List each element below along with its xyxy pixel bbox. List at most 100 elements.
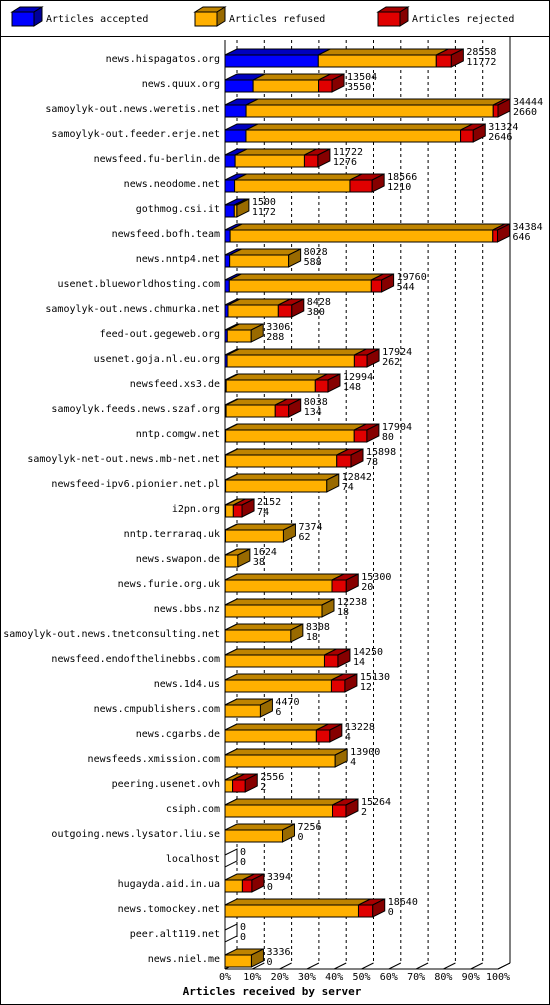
accepted-label: 0	[388, 907, 394, 918]
total-label: 17924	[382, 347, 412, 358]
bar-top-face	[224, 573, 345, 581]
category-label: news.tomockey.net	[118, 904, 220, 915]
bar-segment	[232, 779, 246, 793]
bar-segment	[357, 904, 374, 918]
accepted-label: 11772	[466, 57, 496, 68]
bar-top-face	[224, 598, 335, 606]
bar-side-face	[259, 698, 273, 718]
bar-side-face	[237, 548, 251, 568]
bar-segment	[224, 529, 284, 543]
total-label: 7374	[298, 522, 322, 533]
accepted-label: 148	[343, 382, 361, 393]
accepted-label: 6	[275, 707, 281, 718]
category-label: localhost	[166, 854, 220, 865]
total-label: 34384	[513, 222, 543, 233]
bar-top-face	[229, 273, 384, 281]
bar-segment	[224, 54, 319, 68]
accepted-label: 2660	[513, 107, 537, 118]
x-axis-label: Articles received by server	[183, 985, 362, 998]
x-tick-label: 60%	[380, 972, 398, 983]
bar-side-face	[371, 173, 385, 193]
bar-side-face	[366, 423, 380, 443]
accepted-label: 544	[397, 282, 415, 293]
bar-side-face	[450, 48, 464, 68]
bar-side-face	[345, 798, 359, 818]
bar-side-face	[337, 648, 351, 668]
total-label: 11722	[333, 147, 363, 158]
bar-segment	[460, 129, 474, 143]
bar-top-face	[224, 898, 371, 906]
bar-segment	[336, 454, 352, 468]
bar-top-face	[229, 223, 505, 231]
bar-segment	[234, 179, 351, 193]
tick-mark	[497, 962, 511, 970]
accepted-label: 2	[260, 782, 266, 793]
x-tick-label: 10%	[243, 972, 261, 983]
bar-segment	[435, 54, 452, 68]
accepted-label: 262	[382, 357, 400, 368]
accepted-label: 12	[360, 682, 372, 693]
bar-segment	[224, 779, 234, 793]
accepted-label: 2	[361, 807, 367, 818]
total-label: 1500	[252, 197, 276, 208]
bar-segment	[315, 729, 331, 743]
legend-label: Articles accepted	[46, 14, 148, 25]
category-label: news.cgarbs.de	[136, 729, 220, 740]
tick-mark	[361, 962, 374, 970]
accepted-label: 74	[342, 482, 354, 493]
total-label: 15898	[366, 447, 396, 458]
bar-segment	[234, 154, 305, 168]
category-label: gothmog.csi.it	[136, 204, 220, 215]
accepted-label: 4	[345, 732, 351, 743]
bar-segment	[224, 754, 336, 768]
bar-top-face	[224, 673, 344, 681]
accepted-label: 2646	[488, 132, 512, 143]
x-tick-label: 90%	[462, 972, 480, 983]
category-label: samoylyk-out.news.chmurka.net	[45, 304, 220, 315]
category-label: i2pn.org	[172, 504, 220, 515]
bar-top-face	[245, 98, 506, 106]
bar-segment	[225, 479, 328, 493]
total-label: 8308	[306, 622, 330, 633]
bar-side-face	[236, 198, 250, 218]
category-label: news.furie.org.uk	[118, 579, 220, 590]
bar-top-face	[224, 748, 348, 756]
category-label: samoylyk.feeds.news.szaf.org	[51, 404, 220, 415]
category-label: newsfeed-ipv6.pionier.net.pl	[51, 479, 220, 490]
bar-top-face	[225, 448, 349, 456]
bar-segment	[224, 904, 359, 918]
bar-top-face	[224, 623, 304, 631]
accepted-label: 74	[257, 507, 269, 518]
bar-side-face	[250, 323, 264, 343]
bar-top-face	[224, 798, 345, 806]
bar-side-face	[326, 473, 340, 493]
accepted-label: 20	[361, 582, 373, 593]
x-tick-label: 0%	[219, 972, 231, 983]
accepted-label: 38	[253, 557, 265, 568]
bar-segment	[225, 454, 338, 468]
category-label: samoylyk-net-out.news.mb-net.net	[27, 454, 220, 465]
category-label: nntp.terraraq.uk	[124, 529, 220, 540]
bar-segment	[224, 704, 261, 718]
category-label: csiph.com	[166, 804, 220, 815]
bar-segment	[228, 279, 372, 293]
category-label: newsfeed.fu-berlin.de	[94, 154, 220, 165]
total-label: 7256	[298, 822, 322, 833]
accepted-label: 380	[307, 307, 325, 318]
total-label: 18640	[388, 897, 418, 908]
x-tick-label: 70%	[407, 972, 425, 983]
bar-segment	[224, 254, 231, 268]
bar-top-face	[224, 48, 331, 56]
bar-side-face	[497, 98, 511, 118]
bar-segment	[332, 804, 347, 818]
accepted-label: 0	[267, 882, 273, 893]
total-label: 17904	[382, 422, 412, 433]
tick-mark	[388, 962, 402, 970]
tick-mark	[252, 962, 265, 970]
total-label: 4470	[275, 697, 299, 708]
bar-segment	[245, 104, 494, 118]
bar-side-face	[291, 298, 305, 318]
bar-segment	[492, 104, 499, 118]
total-label: 2556	[260, 772, 284, 783]
total-label: 0	[240, 847, 246, 858]
